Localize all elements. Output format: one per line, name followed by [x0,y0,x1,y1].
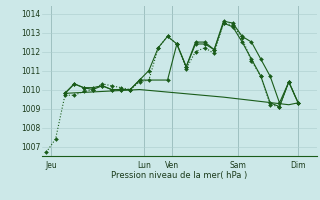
X-axis label: Pression niveau de la mer( hPa ): Pression niveau de la mer( hPa ) [111,171,247,180]
